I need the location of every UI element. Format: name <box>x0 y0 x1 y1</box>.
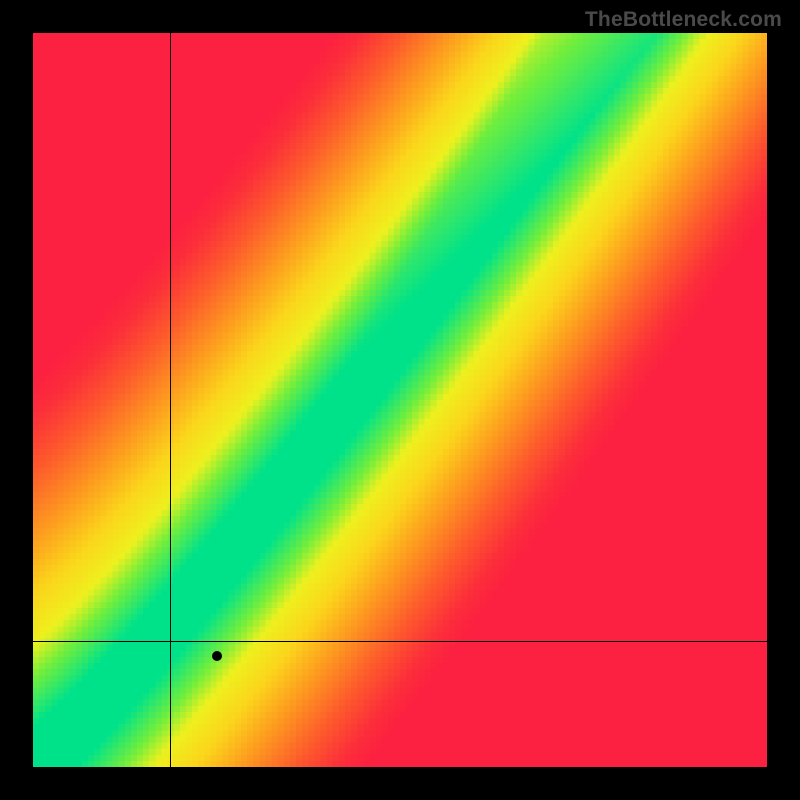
marker-dot <box>212 651 222 661</box>
watermark-text: TheBottleneck.com <box>585 8 782 32</box>
crosshair-vertical <box>170 33 171 767</box>
plot-area <box>33 33 767 767</box>
crosshair-horizontal <box>33 641 767 642</box>
heatmap-canvas <box>33 33 767 767</box>
